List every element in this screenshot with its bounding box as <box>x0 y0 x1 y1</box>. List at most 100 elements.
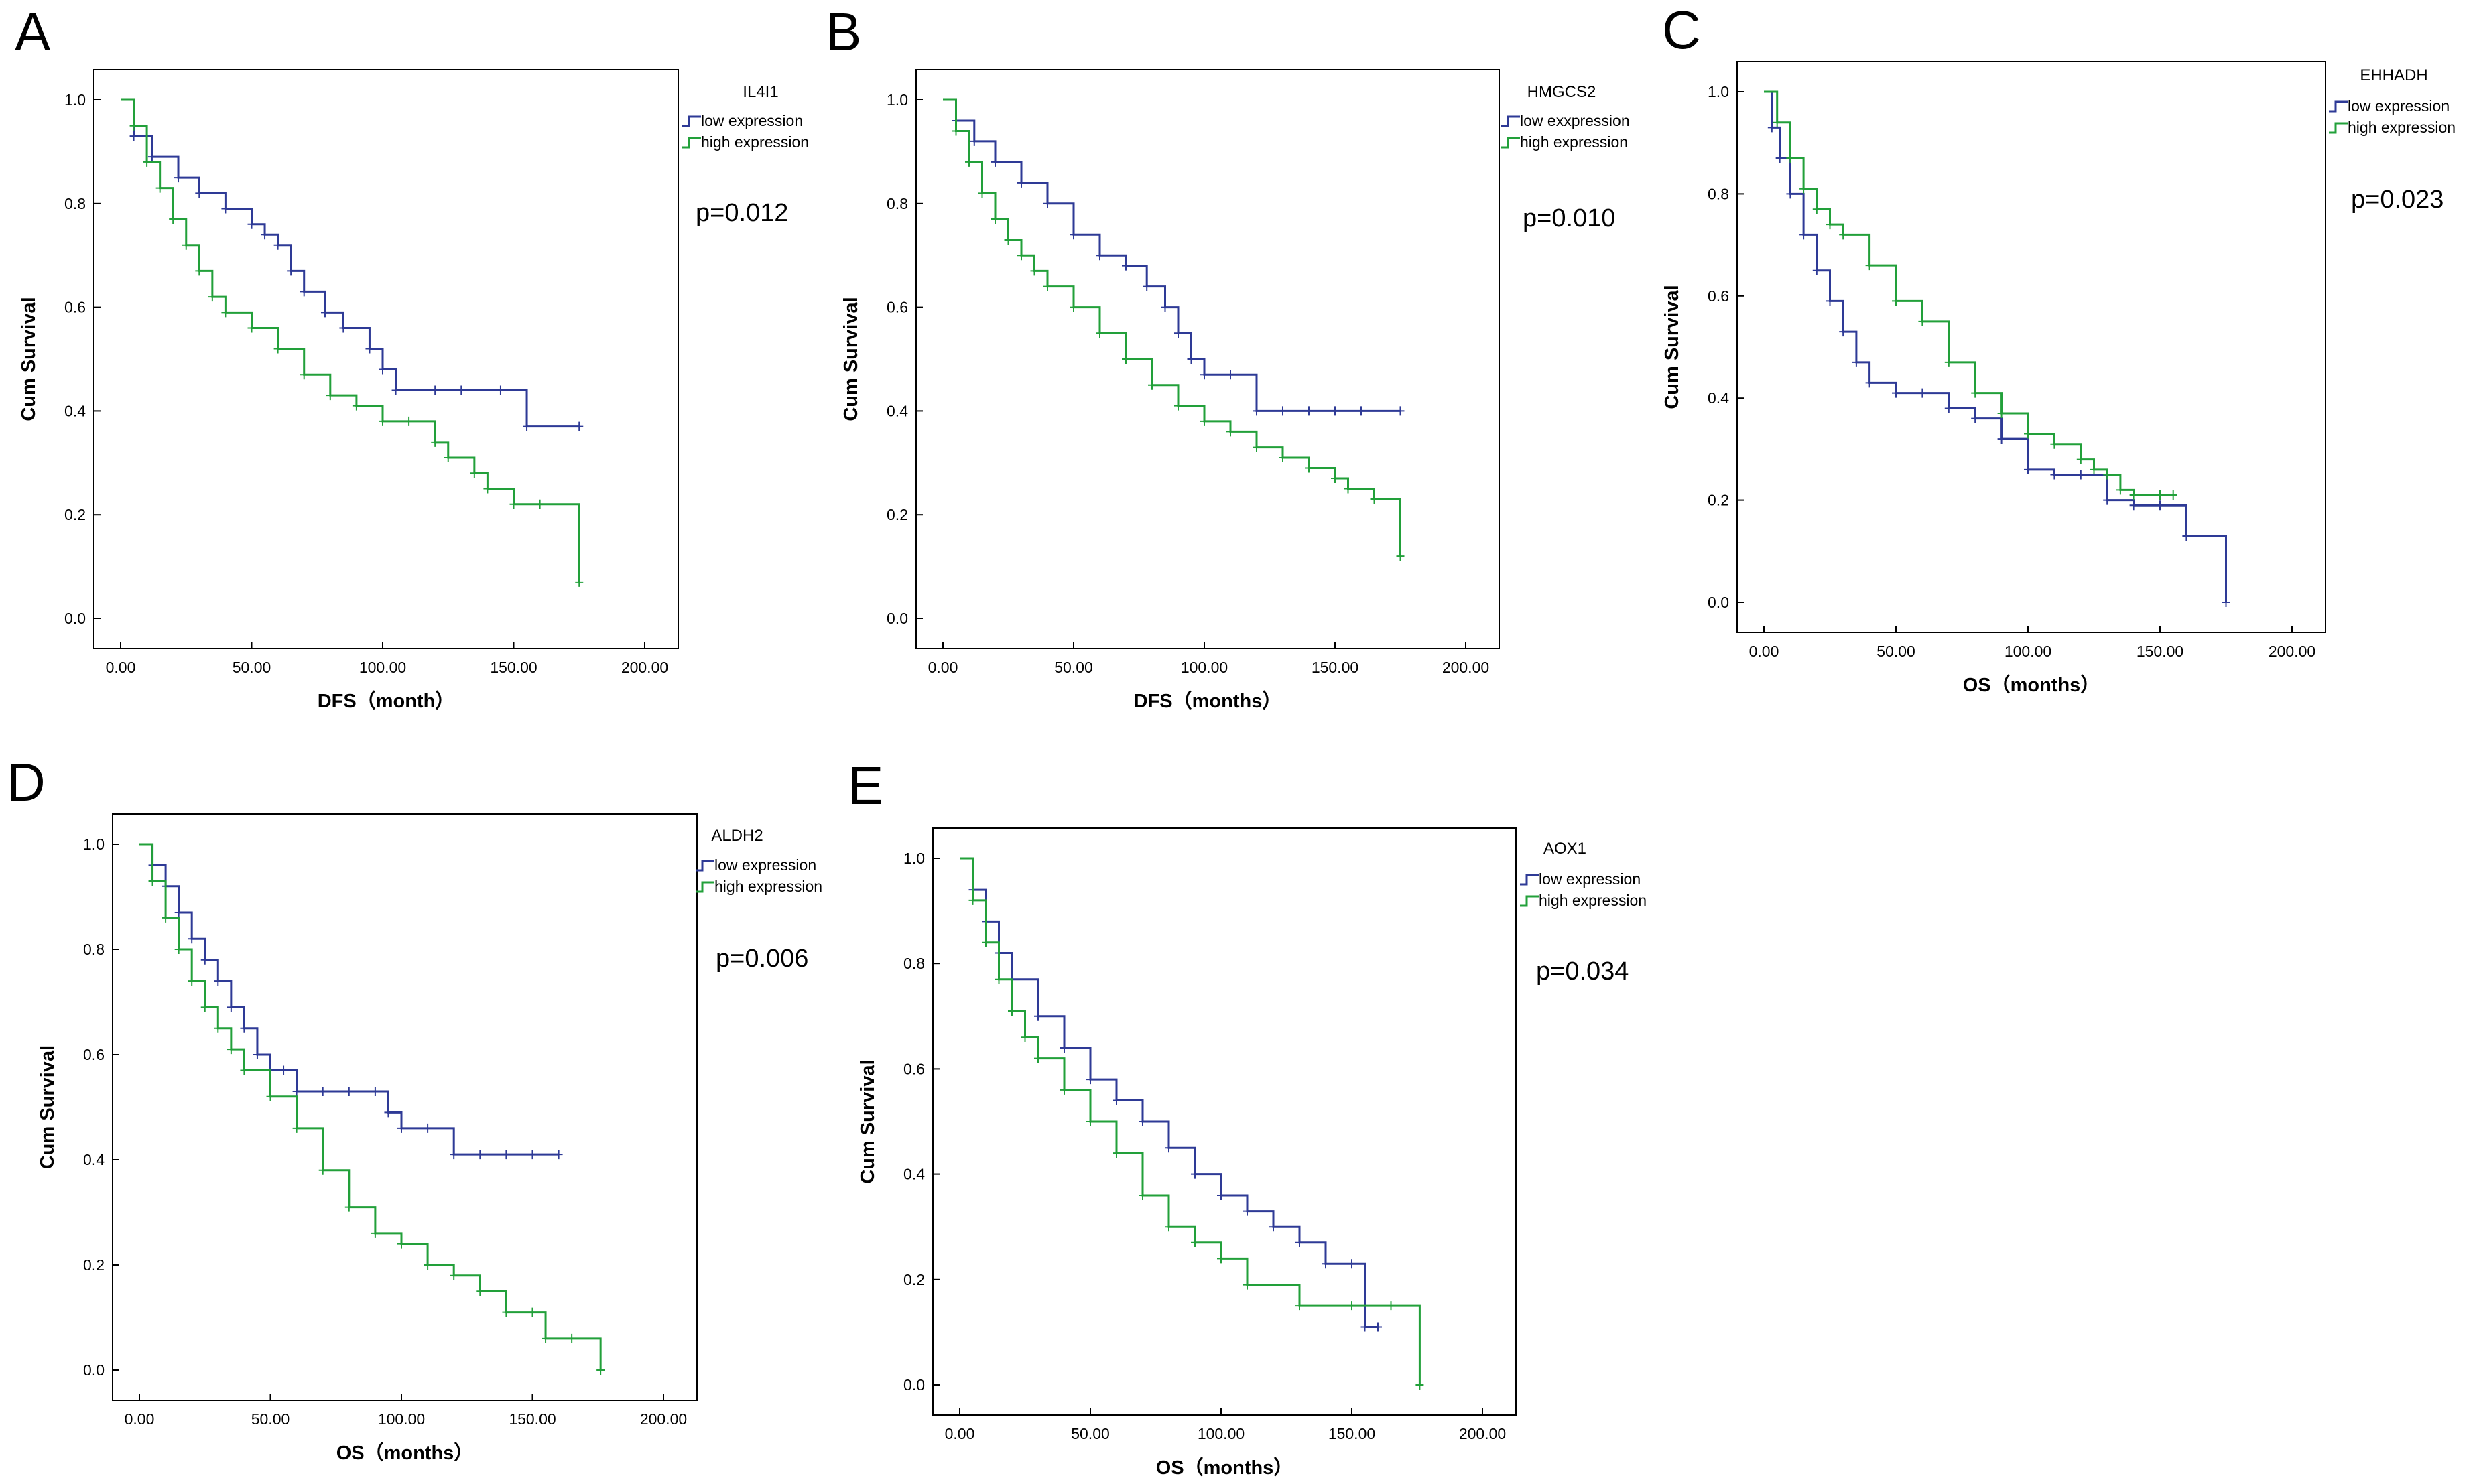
censor-mark-b-low-14 <box>1226 370 1234 380</box>
censor-mark-e-high-2 <box>982 937 990 947</box>
x-tick-label-c-3: 150.00 <box>2137 643 2183 660</box>
censor-mark-c-low-12 <box>1944 403 1953 413</box>
censor-mark-c-high-13 <box>2024 429 2032 439</box>
censor-mark-c-high-2 <box>1786 153 1795 163</box>
plot-frame-a <box>93 69 679 649</box>
censor-mark-d-low-14 <box>344 1086 353 1096</box>
y-tick-label-a-1: 0.2 <box>64 506 86 523</box>
censor-mark-a-high-6 <box>195 266 204 276</box>
censor-mark-d-low-12 <box>292 1086 301 1096</box>
censor-mark-b-high-11 <box>1122 354 1130 364</box>
censor-mark-b-low-13 <box>1200 370 1208 380</box>
series-line-e-low <box>960 857 1378 1329</box>
censor-mark-a-low-4 <box>195 188 204 198</box>
censor-mark-b-high-2 <box>965 157 973 167</box>
censor-mark-a-low-16 <box>431 385 440 395</box>
censor-mark-b-low-11 <box>1174 328 1182 338</box>
legend-title-c: EHHADH <box>2360 66 2427 84</box>
legend-label-b-low: low exxpression <box>1520 112 1630 129</box>
censor-mark-b-high-7 <box>1030 266 1039 276</box>
censor-mark-b-low-15 <box>1253 406 1261 416</box>
p-value-c: p=0.023 <box>2351 186 2443 214</box>
censor-mark-c-low-16 <box>2050 470 2059 480</box>
legend-label-d-high: high expression <box>714 878 822 895</box>
censor-mark-a-high-21 <box>535 499 544 509</box>
censor-mark-d-low-9 <box>253 1050 261 1059</box>
censor-mark-a-high-13 <box>352 401 361 411</box>
censor-mark-c-low-14 <box>1997 434 2006 444</box>
plot-frame-b <box>915 69 1500 649</box>
legend-label-a-low: low expression <box>701 112 803 129</box>
censor-mark-c-high-3 <box>1799 184 1808 194</box>
x-tick-label-e-1: 50.00 <box>1071 1425 1110 1442</box>
censor-mark-d-high-21 <box>568 1333 576 1343</box>
censor-mark-e-high-16 <box>1348 1301 1356 1311</box>
censor-mark-d-low-18 <box>424 1123 432 1133</box>
y-tick-label-e-2: 0.4 <box>903 1166 925 1183</box>
censor-mark-e-low-7 <box>1086 1075 1094 1085</box>
x-tick-label-e-2: 100.00 <box>1198 1425 1245 1442</box>
y-axis-title-a: Cum Survival <box>18 297 40 421</box>
y-tick-label-d-5: 1.0 <box>83 835 105 853</box>
censor-mark-d-high-20 <box>542 1333 550 1343</box>
censor-mark-c-low-13 <box>1971 413 1980 423</box>
censor-mark-b-high-10 <box>1096 328 1104 338</box>
censor-mark-a-high-15 <box>405 416 414 426</box>
censor-mark-c-low-20 <box>2156 500 2164 511</box>
censor-mark-a-high-1 <box>129 121 138 131</box>
legend-swatch-b-high <box>1501 137 1520 149</box>
y-tick-label-e-3: 0.6 <box>903 1060 925 1077</box>
x-tick-label-a-2: 100.00 <box>359 659 406 676</box>
censor-mark-b-high-6 <box>1017 251 1025 261</box>
censor-mark-c-high-15 <box>2076 454 2085 464</box>
p-value-a: p=0.012 <box>696 199 788 227</box>
censor-mark-b-low-18 <box>1331 406 1339 416</box>
censor-mark-b-high-20 <box>1344 484 1352 494</box>
censor-mark-c-low-21 <box>2182 531 2191 541</box>
y-tick-label-c-1: 0.2 <box>1708 492 1729 509</box>
censor-mark-c-high-12 <box>1997 409 2006 419</box>
legend-swatch-e-high <box>1520 895 1539 907</box>
legend-label-d-low: low expression <box>714 856 816 874</box>
censor-mark-e-low-16 <box>1322 1259 1330 1269</box>
panel-letter-e: E <box>848 756 883 815</box>
censor-mark-b-high-22 <box>1396 551 1405 561</box>
y-tick-label-d-2: 0.4 <box>83 1151 105 1168</box>
censor-mark-c-low-15 <box>2024 464 2032 474</box>
y-tick-label-e-4: 0.8 <box>903 955 925 972</box>
x-tick-label-c-4: 200.00 <box>2269 643 2315 660</box>
x-tick-label-b-4: 200.00 <box>1442 659 1489 676</box>
censor-mark-b-high-18 <box>1305 463 1313 473</box>
plot-frame-c <box>1736 61 2326 633</box>
censor-mark-a-low-3 <box>174 173 183 183</box>
censor-mark-b-low-5 <box>1043 198 1052 208</box>
censor-mark-b-high-4 <box>991 214 999 224</box>
censor-mark-a-high-5 <box>182 240 190 250</box>
censor-mark-b-high-15 <box>1226 427 1234 437</box>
censor-mark-a-high-10 <box>273 344 282 354</box>
y-tick-label-a-0: 0.0 <box>64 610 86 627</box>
x-tick-label-d-2: 100.00 <box>378 1410 425 1428</box>
censor-mark-c-low-6 <box>1826 296 1834 306</box>
censor-mark-d-high-13 <box>371 1228 379 1238</box>
series-line-d-high <box>139 843 602 1370</box>
censor-mark-a-low-7 <box>261 230 269 240</box>
y-axis-title-b: Cum Survival <box>840 297 862 421</box>
x-tick-label-d-3: 150.00 <box>509 1410 556 1428</box>
censor-mark-b-low-4 <box>1017 178 1025 188</box>
censor-mark-d-low-23 <box>554 1150 563 1160</box>
series-line-a-high <box>121 98 580 582</box>
plot-frame-e <box>932 827 1517 1416</box>
x-tick-label-e-4: 200.00 <box>1459 1425 1506 1442</box>
censor-mark-e-low-18 <box>1360 1322 1369 1332</box>
censor-mark-c-high-20 <box>2156 490 2164 500</box>
x-tick-label-a-0: 0.00 <box>106 659 136 676</box>
censor-mark-b-high-17 <box>1279 453 1287 463</box>
censor-mark-d-high-14 <box>397 1239 405 1249</box>
series-line-c-high <box>1764 90 2173 496</box>
censor-mark-a-low-1 <box>129 131 138 141</box>
y-tick-label-c-4: 0.8 <box>1708 185 1729 202</box>
panel-c: C 0.0 0.2 0.4 0.6 0.8 1.0 0.00 50.00 100.00 150.00… <box>1661 0 2456 696</box>
y-tick-label-b-2: 0.4 <box>887 402 908 419</box>
censor-mark-d-high-19 <box>528 1307 537 1317</box>
